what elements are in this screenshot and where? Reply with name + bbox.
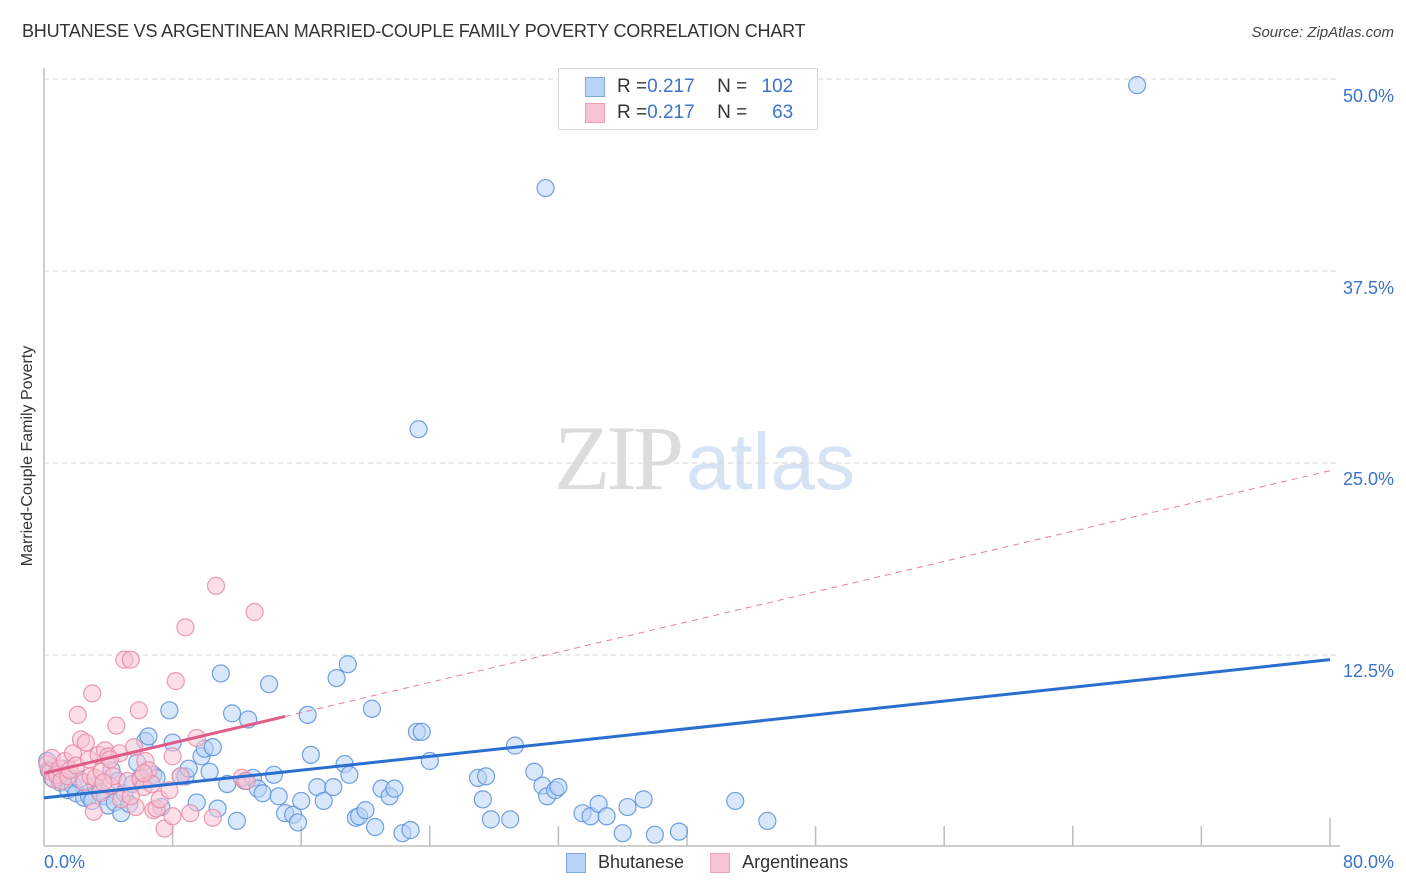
correlation-legend: R = 0.217 N = 102 R = 0.217 N = 63: [558, 68, 818, 130]
gridlines: [44, 78, 1340, 656]
y-tick-50: 50.0%: [1342, 86, 1394, 106]
y-tick-25: 25.0%: [1342, 469, 1394, 489]
legend-label: Bhutanese: [598, 852, 685, 872]
y-tick-37-5: 37.5%: [1342, 278, 1394, 298]
n-label: N =: [717, 76, 748, 97]
watermark-zip: ZIP: [554, 407, 684, 509]
r-label: R =: [617, 102, 648, 123]
n-value: 102: [761, 76, 794, 97]
source-label: Source: ZipAtlas.com: [1251, 24, 1394, 41]
r-value: 0.217: [647, 102, 695, 123]
legend-row-bhutanese: R = 0.217 N = 102: [585, 75, 793, 99]
legend-item-argentineans[interactable]: Argentineans: [710, 852, 848, 873]
y-tick-12-5: 12.5%: [1342, 661, 1394, 681]
y-axis-label: Married-Couple Family Poverty: [19, 345, 36, 567]
series-legend: Bhutanese Argentineans: [566, 852, 874, 873]
axes: [43, 68, 1340, 847]
x-tick-0: 0.0%: [44, 852, 86, 872]
argentinean-points: [38, 576, 264, 838]
x-tick-marks: [171, 818, 1331, 846]
legend-item-bhutanese[interactable]: Bhutanese: [566, 852, 684, 873]
r-value: 0.217: [647, 76, 695, 97]
n-value: 63: [772, 102, 794, 123]
bhutanese-points: [38, 76, 1147, 844]
x-tick-80: 80.0%: [1342, 852, 1394, 872]
argentinean-swatch-icon: [585, 103, 605, 123]
chart-title: BHUTANESE VS ARGENTINEAN MARRIED-COUPLE …: [22, 21, 806, 41]
argentinean-swatch-icon: [710, 852, 731, 873]
r-label: R =: [617, 76, 648, 97]
watermark-atlas: atlas: [686, 417, 855, 506]
trend-lines: [43, 470, 1331, 800]
legend-row-argentineans: R = 0.217 N = 63: [585, 101, 793, 125]
watermark-logo: ZIPatlas: [554, 405, 855, 511]
bhutanese-swatch-icon: [566, 852, 586, 873]
bhutanese-swatch-icon: [585, 77, 605, 97]
n-label: N =: [717, 102, 748, 123]
legend-label: Argentineans: [742, 852, 849, 872]
